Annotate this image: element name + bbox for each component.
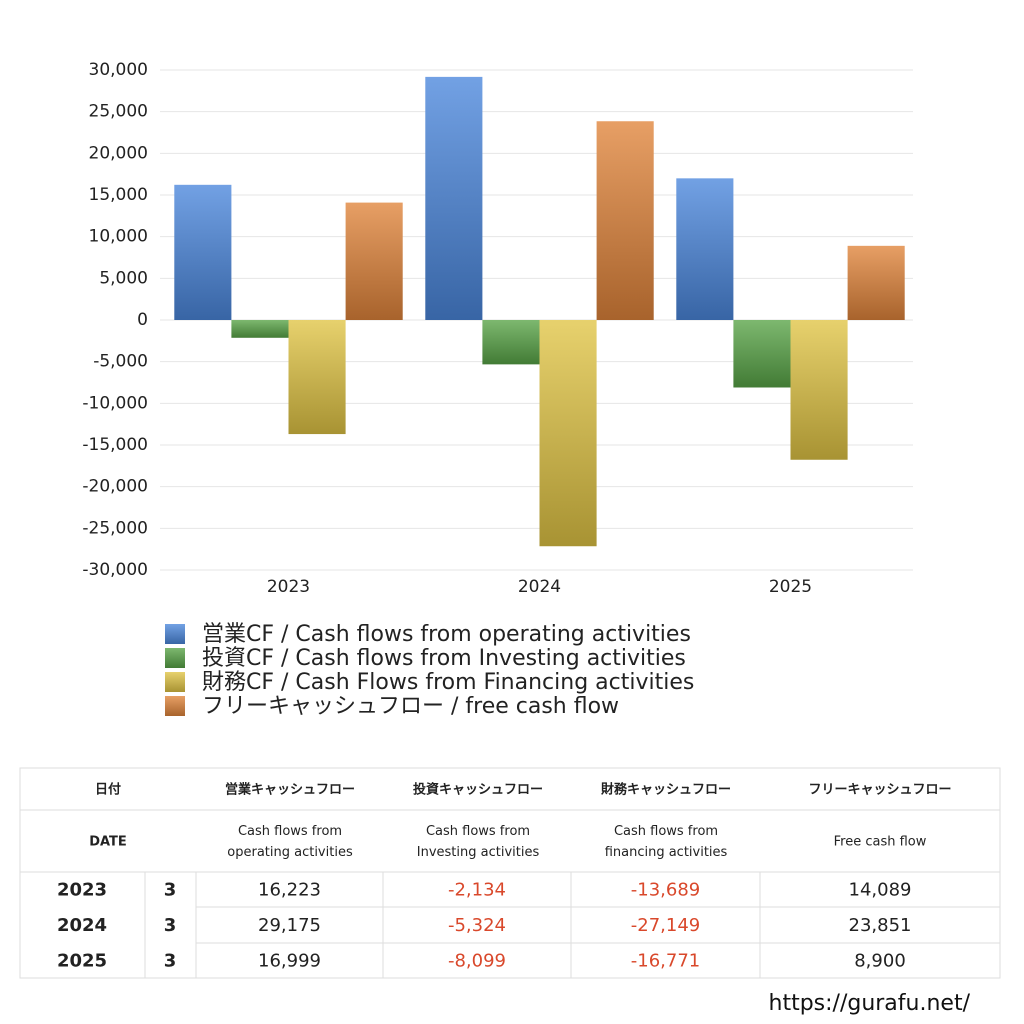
y-tick-label: 10,000 xyxy=(89,227,148,247)
bar xyxy=(482,320,540,365)
table-cell: 3 xyxy=(164,951,177,972)
y-tick-label: -20,000 xyxy=(82,477,148,497)
table-cell: -2,134 xyxy=(448,880,506,901)
y-tick-label: -25,000 xyxy=(82,518,148,538)
y-tick-label: 30,000 xyxy=(89,60,148,80)
y-tick-label: 25,000 xyxy=(89,102,148,122)
table-header: 営業キャッシュフロー xyxy=(225,782,355,798)
table-subheader: Investing activities xyxy=(417,845,540,860)
legend-label: フリーキャッシュフロー / free cash flow xyxy=(202,694,619,719)
table-cell: 8,900 xyxy=(854,951,906,972)
x-tick-label: 2024 xyxy=(518,577,561,597)
bar xyxy=(345,202,403,320)
table-cell: 29,175 xyxy=(258,915,321,936)
legend-swatch xyxy=(165,624,185,644)
bar xyxy=(425,76,483,320)
table-cell: -13,689 xyxy=(631,880,700,901)
table-subheader: Cash flows from xyxy=(614,824,718,839)
table-subheader: operating activities xyxy=(227,845,353,860)
legend-swatch xyxy=(165,672,185,692)
y-tick-label: 5,000 xyxy=(99,268,148,288)
table-cell: -27,149 xyxy=(631,915,700,936)
bar xyxy=(288,320,346,435)
table-cell: 16,999 xyxy=(258,951,321,972)
table-cell: 2023 xyxy=(57,880,107,901)
table-subheader: Cash flows from xyxy=(426,824,530,839)
table-cell: 14,089 xyxy=(849,880,912,901)
table-header: 財務キャッシュフロー xyxy=(600,782,731,798)
table-cell: -5,324 xyxy=(448,915,506,936)
bar xyxy=(790,320,848,460)
table-cell: 16,223 xyxy=(258,880,321,901)
table-border xyxy=(19,767,1001,979)
y-tick-label: -5,000 xyxy=(93,352,148,372)
table-header: 日付 xyxy=(95,782,121,798)
table-cell: -16,771 xyxy=(631,951,700,972)
bar xyxy=(231,320,289,338)
legend-swatch xyxy=(165,648,185,668)
legend-swatch xyxy=(165,696,185,716)
table-cell: 3 xyxy=(164,880,177,901)
x-tick-label: 2025 xyxy=(769,577,812,597)
legend-label: 投資CF / Cash flows from Investing activit… xyxy=(202,646,686,671)
table-cell: 3 xyxy=(164,915,177,936)
table-subheader: Cash flows from xyxy=(238,824,342,839)
bar xyxy=(539,320,597,547)
y-tick-label: 20,000 xyxy=(89,143,148,163)
table-cell: 2025 xyxy=(57,951,107,972)
y-tick-label: -30,000 xyxy=(82,560,148,580)
y-tick-label: 0 xyxy=(137,310,148,330)
table-cell: 2024 xyxy=(57,915,107,936)
table-header: 投資キャッシュフロー xyxy=(413,782,543,798)
table-header: フリーキャッシュフロー xyxy=(808,783,951,798)
y-tick-label: 15,000 xyxy=(89,185,148,205)
footer-url: https://gurafu.net/ xyxy=(769,991,971,1016)
table-cell: -8,099 xyxy=(448,951,506,972)
bar xyxy=(847,245,905,320)
bar xyxy=(174,184,232,320)
table-subheader: Free cash flow xyxy=(834,835,927,850)
table-subheader: DATE xyxy=(89,835,127,850)
bar xyxy=(733,320,791,388)
table-cell: 23,851 xyxy=(849,915,912,936)
bar xyxy=(596,121,654,320)
legend-label: 財務CF / Cash Flows from Financing activit… xyxy=(202,670,694,695)
y-tick-label: -15,000 xyxy=(82,435,148,455)
legend-label: 営業CF / Cash flows from operating activit… xyxy=(202,622,691,647)
x-tick-label: 2023 xyxy=(267,577,310,597)
bar xyxy=(676,178,734,320)
table-subheader: financing activities xyxy=(605,845,728,860)
y-tick-label: -10,000 xyxy=(82,393,148,413)
